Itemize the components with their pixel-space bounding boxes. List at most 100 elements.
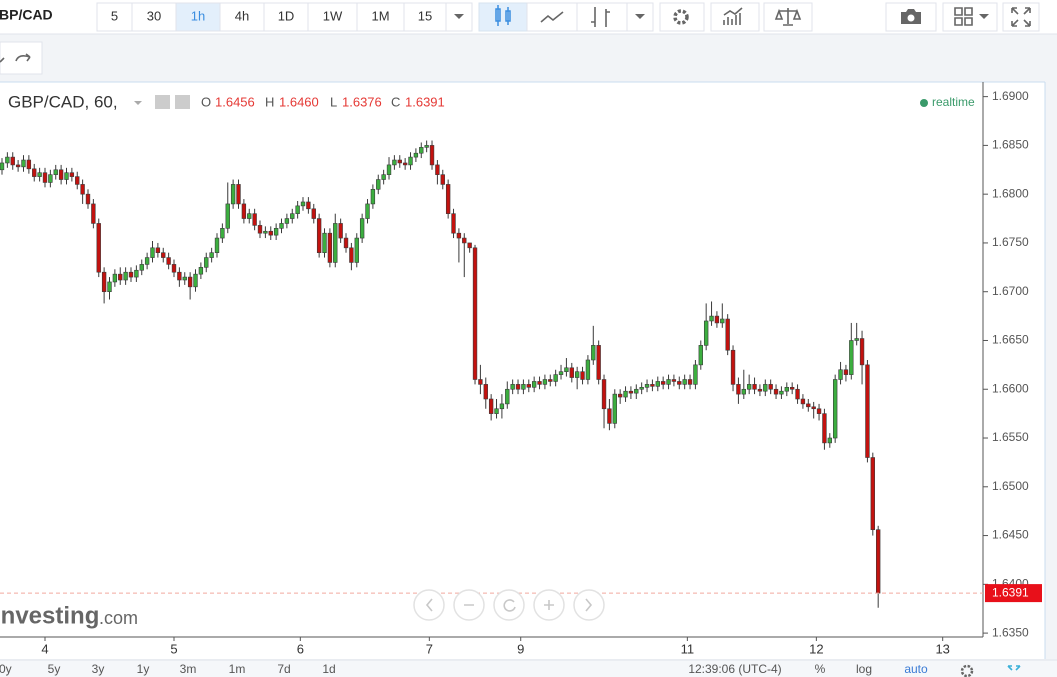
bottom-settings[interactable] xyxy=(960,664,974,677)
line-button[interactable] xyxy=(526,2,578,32)
candle-body xyxy=(107,281,112,293)
interval-label[interactable]: 1D xyxy=(278,8,295,23)
bars-button[interactable] xyxy=(576,2,628,32)
candle-body xyxy=(806,403,811,408)
candle-body xyxy=(58,169,64,180)
candle-body xyxy=(451,213,456,234)
candle-body xyxy=(85,193,91,205)
interval-button[interactable] xyxy=(96,2,133,32)
scroll-left[interactable] xyxy=(413,589,445,621)
range-button[interactable]: 1m xyxy=(229,662,246,676)
interval-label[interactable]: 5 xyxy=(111,8,118,23)
candle-body xyxy=(789,386,795,390)
fullscreen-button[interactable] xyxy=(1002,2,1040,32)
legend-value: 1.6460 xyxy=(279,94,319,109)
candle-body xyxy=(327,232,333,263)
auto-toggle[interactable]: auto xyxy=(904,662,928,676)
interval-label[interactable]: 15 xyxy=(418,8,432,23)
candle-body xyxy=(709,315,714,322)
interval-label[interactable]: 1M xyxy=(371,8,389,23)
x-tick-label: 4 xyxy=(41,641,48,656)
candle-body xyxy=(397,159,402,164)
undo-redo[interactable] xyxy=(0,41,43,75)
settings-mini[interactable] xyxy=(175,95,190,109)
candle-body xyxy=(204,257,209,268)
candle-body xyxy=(75,176,80,185)
candle-body xyxy=(456,232,462,239)
candle-body xyxy=(424,145,429,148)
candles-button[interactable] xyxy=(478,2,528,32)
candle-body xyxy=(42,172,48,183)
range-button[interactable]: 3y xyxy=(92,662,105,676)
candle-body xyxy=(870,457,875,531)
interval-label[interactable]: 1h xyxy=(191,8,205,23)
settings-button[interactable] xyxy=(659,2,705,32)
interval-button[interactable] xyxy=(175,2,221,32)
candle-body xyxy=(591,345,596,361)
interval-button[interactable] xyxy=(307,2,358,32)
candle-body xyxy=(832,379,838,439)
range-button[interactable]: 10y xyxy=(0,662,12,676)
candle-body xyxy=(875,529,881,594)
candle-body xyxy=(187,276,193,288)
range-button[interactable]: 1d xyxy=(322,662,335,676)
camera-lens xyxy=(907,14,915,22)
candle-body xyxy=(542,379,548,385)
candle-body xyxy=(209,252,214,258)
candle-body xyxy=(859,338,865,366)
candle-body xyxy=(198,267,204,275)
candle-body xyxy=(757,388,763,392)
candle-body xyxy=(402,162,408,166)
candle-body xyxy=(585,359,591,380)
eye-button[interactable] xyxy=(155,95,170,109)
log-toggle[interactable]: log xyxy=(856,662,872,676)
candle-body xyxy=(558,371,564,375)
candle-body xyxy=(53,169,58,175)
range-button[interactable]: 5y xyxy=(48,662,61,676)
candle-body xyxy=(21,159,26,168)
y-tick-label: 1.6350 xyxy=(992,625,1029,639)
candle-body xyxy=(370,188,376,205)
y-tick-label: 1.6550 xyxy=(992,430,1029,444)
scroll-right[interactable] xyxy=(573,589,605,621)
candle-body xyxy=(166,257,171,265)
legend-key: L xyxy=(330,94,337,109)
candle-body xyxy=(5,156,10,164)
candle-body xyxy=(408,156,413,166)
candle-body xyxy=(306,201,311,210)
candle-body xyxy=(693,364,698,385)
indicators-button[interactable] xyxy=(710,2,760,32)
bars-icon xyxy=(591,7,610,27)
x-tick-label: 9 xyxy=(517,641,524,656)
interval-button[interactable] xyxy=(131,2,177,32)
candle-body xyxy=(671,379,677,382)
interval-button[interactable] xyxy=(219,2,265,32)
percent-toggle[interactable]: % xyxy=(815,662,826,676)
interval-label[interactable]: 1W xyxy=(323,8,343,23)
candle-body xyxy=(660,381,666,385)
y-tick-label: 1.6650 xyxy=(992,333,1029,347)
symbol[interactable]: BP/CAD xyxy=(0,7,53,23)
watermark-brand: Investing xyxy=(0,602,99,629)
interval-label[interactable]: 4h xyxy=(235,8,249,23)
candle-body xyxy=(15,164,21,168)
candle-body xyxy=(220,228,225,239)
candle-body xyxy=(91,203,96,224)
candle-body xyxy=(736,384,741,395)
candle-body xyxy=(139,264,144,271)
reset[interactable] xyxy=(493,589,525,621)
candle-body xyxy=(150,247,155,258)
candle-body xyxy=(247,213,252,219)
candle-body xyxy=(634,388,639,394)
candle-body xyxy=(101,271,107,293)
range-button[interactable]: 1y xyxy=(137,662,150,676)
interval-label[interactable]: 30 xyxy=(147,8,161,23)
bottom-fullscreen[interactable] xyxy=(1007,665,1021,671)
range-button[interactable]: 7d xyxy=(277,662,290,676)
candle-body xyxy=(521,384,526,390)
candle-body xyxy=(779,390,784,395)
range-button[interactable]: 3m xyxy=(180,662,197,676)
dropdown-caret xyxy=(635,14,645,19)
